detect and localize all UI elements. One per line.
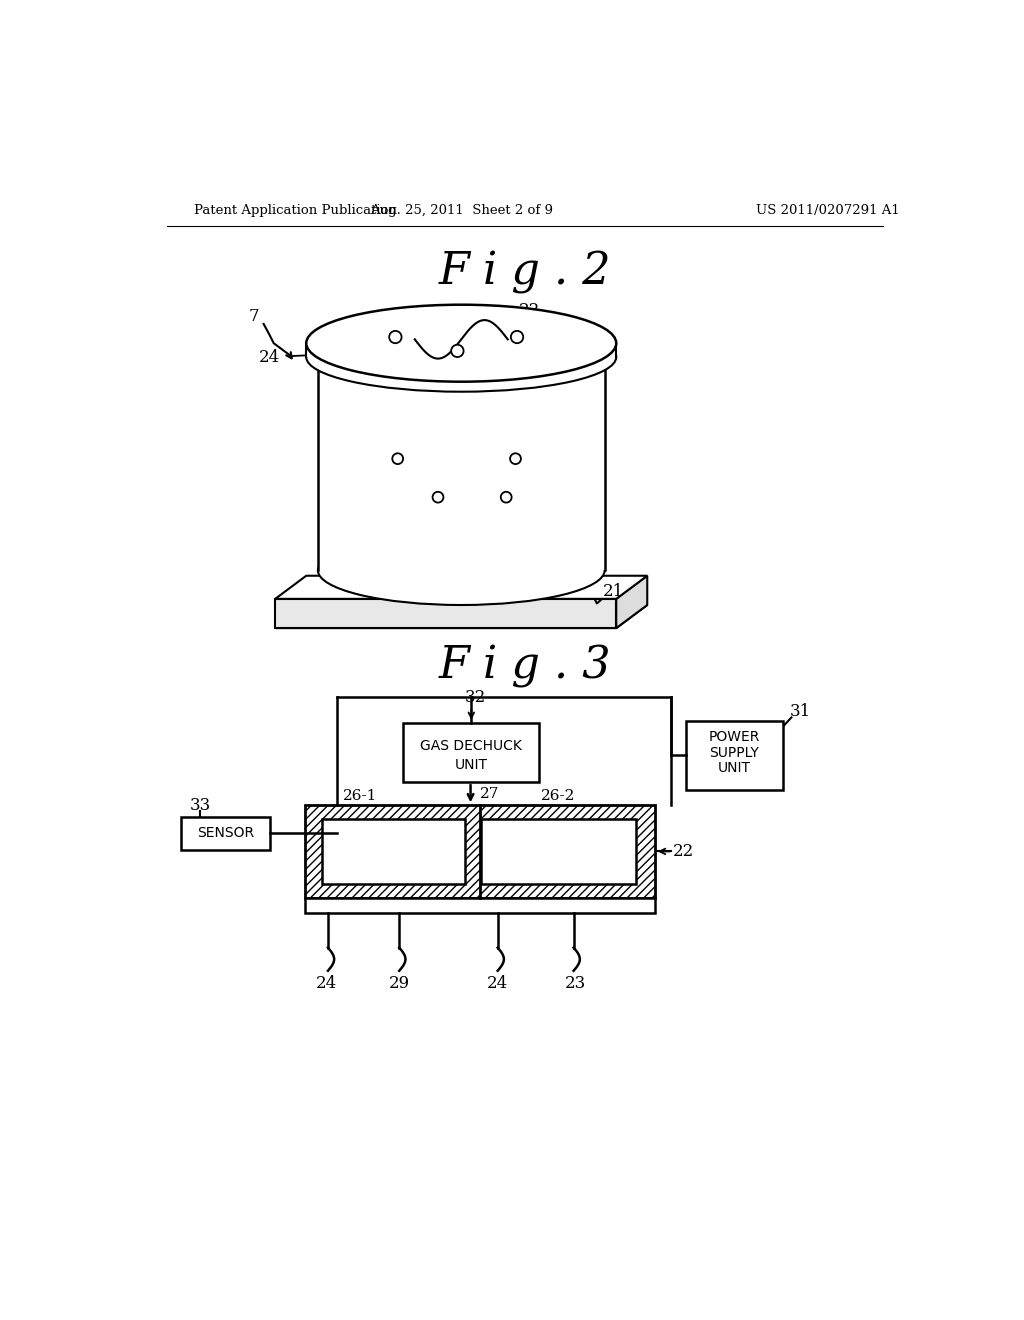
Polygon shape <box>480 818 636 884</box>
Polygon shape <box>275 599 616 628</box>
Text: US 2011/0207291 A1: US 2011/0207291 A1 <box>756 205 899 218</box>
Text: 26-2: 26-2 <box>541 789 575 803</box>
Polygon shape <box>322 818 465 884</box>
Polygon shape <box>306 343 616 358</box>
Polygon shape <box>686 721 783 789</box>
Text: F i g . 3: F i g . 3 <box>438 645 611 688</box>
Polygon shape <box>616 576 647 628</box>
Text: 24: 24 <box>581 347 602 364</box>
Polygon shape <box>275 605 647 628</box>
Text: UNIT: UNIT <box>455 758 487 772</box>
Circle shape <box>452 345 464 358</box>
Circle shape <box>392 453 403 465</box>
Text: GAS DECHUCK: GAS DECHUCK <box>420 739 522 752</box>
Polygon shape <box>305 805 655 898</box>
Circle shape <box>432 492 443 503</box>
Text: 33: 33 <box>189 797 211 813</box>
Ellipse shape <box>317 321 604 389</box>
Text: Aug. 25, 2011  Sheet 2 of 9: Aug. 25, 2011 Sheet 2 of 9 <box>370 205 553 218</box>
Text: Patent Application Publication: Patent Application Publication <box>194 205 396 218</box>
Text: UNIT: UNIT <box>718 762 751 775</box>
Text: SENSOR: SENSOR <box>197 826 254 841</box>
Circle shape <box>389 331 401 343</box>
Text: 22: 22 <box>519 302 540 319</box>
Text: 26-1: 26-1 <box>343 789 378 803</box>
Text: SUPPLY: SUPPLY <box>710 746 760 760</box>
Ellipse shape <box>306 305 616 381</box>
Text: 32: 32 <box>465 689 485 706</box>
Circle shape <box>510 453 521 465</box>
Polygon shape <box>317 355 604 570</box>
Polygon shape <box>180 817 270 850</box>
Polygon shape <box>275 576 647 599</box>
Ellipse shape <box>306 322 616 392</box>
Polygon shape <box>305 898 655 913</box>
Circle shape <box>501 492 512 503</box>
Polygon shape <box>403 723 539 781</box>
Text: 24: 24 <box>258 348 280 366</box>
Text: 21: 21 <box>602 583 624 601</box>
Circle shape <box>511 331 523 343</box>
Text: 23: 23 <box>564 975 586 993</box>
Text: 31: 31 <box>791 702 811 719</box>
Text: 24: 24 <box>315 975 337 993</box>
Text: 27: 27 <box>479 787 499 801</box>
Text: POWER: POWER <box>709 730 760 744</box>
Text: F i g . 2: F i g . 2 <box>438 251 611 294</box>
Text: 24: 24 <box>350 318 371 335</box>
Text: 24: 24 <box>487 975 508 993</box>
Text: 29: 29 <box>389 975 410 993</box>
Text: 23: 23 <box>422 372 443 388</box>
Text: 7: 7 <box>248 308 259 325</box>
Ellipse shape <box>317 536 604 605</box>
Text: 22: 22 <box>673 843 694 859</box>
